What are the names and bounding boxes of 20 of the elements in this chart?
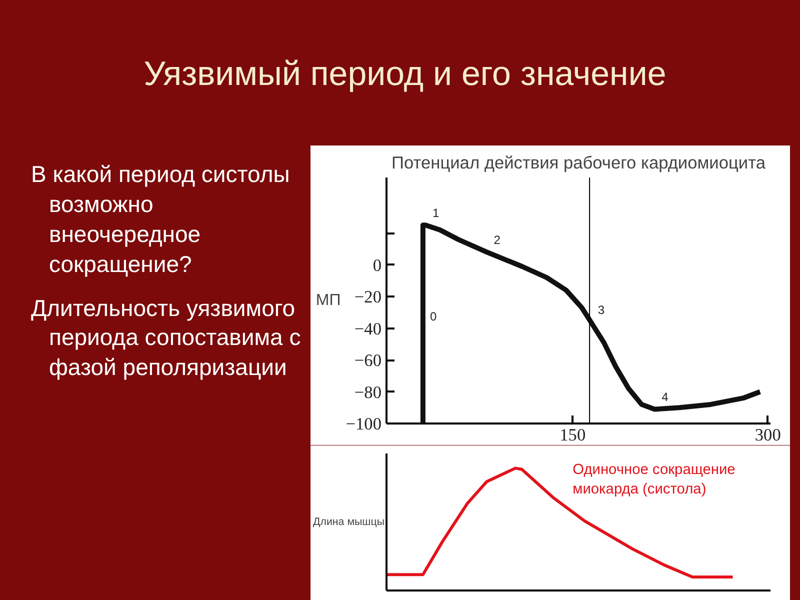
annotation: 0 <box>430 309 437 324</box>
annotation: Одиночное сокращение миокарда (систола) <box>572 462 736 498</box>
text: Длительность уязвимого периода сопоставима с фазой реполяризации <box>31 294 302 382</box>
x-tick-label: 300 <box>754 426 781 444</box>
x-tick-label: 150 <box>560 426 586 444</box>
y-tick-label: 0 <box>372 256 382 275</box>
annotation: 1 <box>432 206 440 220</box>
text: В какой период систолы возможно внеочередное сокращение? <box>31 160 291 279</box>
y-tick-label: −60 <box>354 351 382 370</box>
y-tick-label: −100 <box>346 414 382 434</box>
chart-title: Уязвимый период и его значение <box>144 54 666 95</box>
annotation: 3 <box>598 302 605 317</box>
y-tick-label: −80 <box>354 382 382 402</box>
y-tick-label: −40 <box>354 319 382 338</box>
y-axis-title: Длина мышцы <box>313 516 385 528</box>
chart-subtitle: Потенциал действия рабочего кардиомиоцита <box>392 152 766 172</box>
y-axis-title: МП <box>316 292 341 309</box>
y-tick-label: −20 <box>354 288 382 307</box>
annotation: 4 <box>662 390 669 404</box>
annotation: 2 <box>494 233 501 248</box>
